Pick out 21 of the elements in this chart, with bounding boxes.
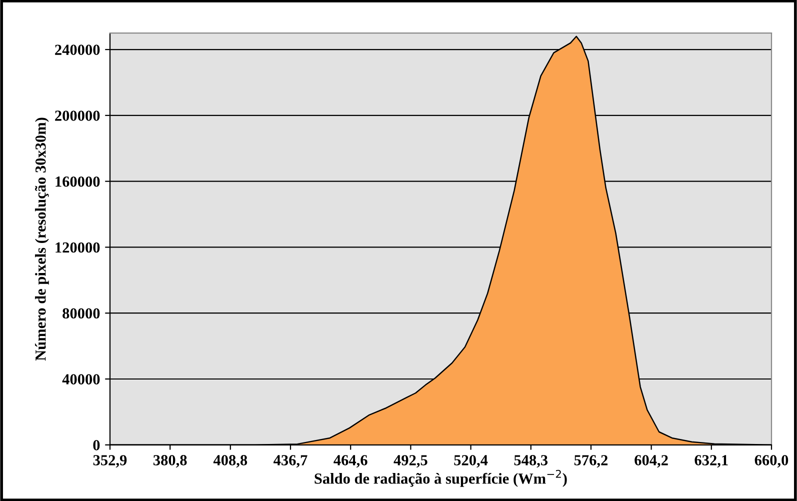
- x-tick-label: 632,1: [694, 455, 728, 468]
- x-tick-label: 436,7: [274, 455, 308, 468]
- x-tick-label: 548,3: [514, 455, 548, 468]
- y-tick-label: 40000: [62, 374, 100, 384]
- x-tick-label: 604,2: [634, 455, 668, 468]
- x-tick-label: 408,8: [213, 455, 248, 468]
- y-tick-label: 240000: [55, 44, 100, 55]
- y-axis-title: Número de pixels (resolução 30x30m): [34, 118, 49, 361]
- y-tick-label: 0: [93, 440, 100, 450]
- y-tick-label: 160000: [56, 176, 100, 187]
- x-tick-label: 576,2: [574, 455, 608, 468]
- y-tick-label: 200000: [55, 110, 100, 121]
- x-tick-label: 464,6: [334, 455, 368, 468]
- x-tick-label: 660,0: [754, 455, 788, 468]
- x-tick-label: 492,5: [394, 455, 428, 468]
- x-tick-label: 380,8: [153, 455, 187, 468]
- x-tick-label: 352,9: [93, 455, 127, 468]
- x-axis-title: Saldo de radiação à superfície (Wm$^{−2}$): [314, 470, 567, 487]
- y-tick-label: 80000: [62, 308, 100, 319]
- y-tick-label: 120000: [56, 242, 100, 253]
- x-tick-label: 520,4: [454, 455, 488, 468]
